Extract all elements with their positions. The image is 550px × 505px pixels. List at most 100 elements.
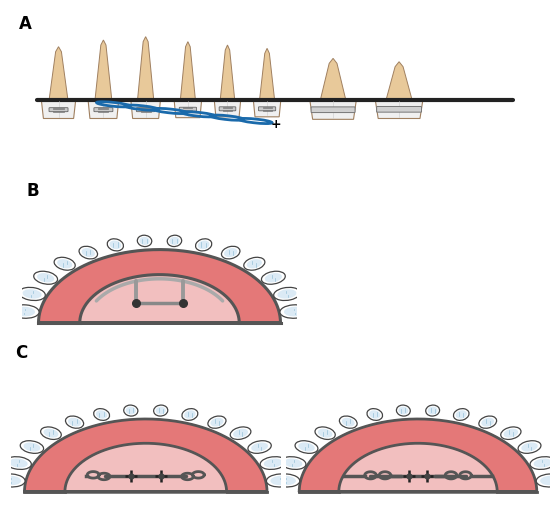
FancyBboxPatch shape bbox=[98, 112, 108, 113]
Ellipse shape bbox=[43, 429, 58, 438]
Polygon shape bbox=[320, 59, 346, 101]
Polygon shape bbox=[339, 443, 497, 492]
FancyBboxPatch shape bbox=[179, 108, 196, 112]
Ellipse shape bbox=[247, 260, 262, 269]
Polygon shape bbox=[220, 46, 235, 101]
Text: B: B bbox=[26, 182, 39, 199]
Polygon shape bbox=[254, 101, 281, 118]
Ellipse shape bbox=[295, 441, 318, 453]
Ellipse shape bbox=[24, 442, 40, 451]
Ellipse shape bbox=[196, 239, 212, 251]
Ellipse shape bbox=[208, 416, 226, 428]
Ellipse shape bbox=[536, 474, 550, 487]
Ellipse shape bbox=[20, 441, 43, 453]
Ellipse shape bbox=[65, 416, 84, 428]
Ellipse shape bbox=[19, 288, 45, 301]
Ellipse shape bbox=[23, 290, 42, 299]
Ellipse shape bbox=[284, 307, 305, 317]
Polygon shape bbox=[174, 101, 202, 118]
Ellipse shape bbox=[126, 407, 136, 415]
Ellipse shape bbox=[261, 272, 285, 285]
Text: A: A bbox=[19, 15, 32, 33]
Ellipse shape bbox=[530, 457, 550, 470]
FancyBboxPatch shape bbox=[98, 108, 108, 109]
FancyBboxPatch shape bbox=[262, 111, 272, 112]
Ellipse shape bbox=[81, 248, 95, 258]
Polygon shape bbox=[299, 419, 537, 492]
Ellipse shape bbox=[397, 406, 410, 416]
FancyBboxPatch shape bbox=[53, 112, 64, 113]
Ellipse shape bbox=[398, 407, 408, 415]
Ellipse shape bbox=[534, 459, 550, 468]
Ellipse shape bbox=[540, 476, 550, 485]
Ellipse shape bbox=[211, 418, 223, 427]
Ellipse shape bbox=[276, 476, 296, 485]
Ellipse shape bbox=[6, 457, 31, 470]
Polygon shape bbox=[65, 443, 227, 492]
Ellipse shape bbox=[224, 248, 238, 258]
Ellipse shape bbox=[277, 290, 296, 299]
Ellipse shape bbox=[251, 442, 268, 451]
Ellipse shape bbox=[68, 418, 81, 427]
Ellipse shape bbox=[233, 429, 248, 438]
Ellipse shape bbox=[54, 258, 75, 271]
FancyBboxPatch shape bbox=[94, 109, 113, 113]
FancyBboxPatch shape bbox=[223, 108, 232, 109]
Ellipse shape bbox=[260, 457, 286, 470]
Ellipse shape bbox=[339, 416, 357, 428]
Ellipse shape bbox=[428, 407, 438, 415]
Polygon shape bbox=[131, 101, 161, 119]
FancyBboxPatch shape bbox=[183, 108, 192, 109]
Ellipse shape bbox=[500, 427, 521, 439]
Ellipse shape bbox=[94, 409, 109, 421]
FancyBboxPatch shape bbox=[141, 108, 151, 109]
Polygon shape bbox=[41, 101, 76, 119]
Ellipse shape bbox=[0, 474, 25, 487]
Ellipse shape bbox=[455, 411, 467, 419]
Polygon shape bbox=[80, 275, 239, 323]
Polygon shape bbox=[88, 101, 119, 119]
FancyBboxPatch shape bbox=[219, 108, 236, 112]
FancyBboxPatch shape bbox=[141, 112, 151, 113]
Ellipse shape bbox=[453, 409, 469, 421]
Ellipse shape bbox=[96, 411, 107, 419]
Polygon shape bbox=[214, 101, 241, 118]
FancyBboxPatch shape bbox=[53, 108, 64, 109]
Ellipse shape bbox=[222, 247, 240, 260]
Ellipse shape bbox=[153, 406, 168, 416]
Polygon shape bbox=[39, 250, 280, 323]
Polygon shape bbox=[138, 37, 154, 101]
Polygon shape bbox=[95, 41, 112, 101]
FancyBboxPatch shape bbox=[311, 108, 355, 113]
Ellipse shape bbox=[280, 457, 306, 470]
Polygon shape bbox=[375, 101, 423, 119]
FancyBboxPatch shape bbox=[183, 111, 192, 112]
Ellipse shape bbox=[169, 237, 180, 245]
Ellipse shape bbox=[244, 258, 265, 271]
Ellipse shape bbox=[198, 241, 210, 250]
Ellipse shape bbox=[167, 236, 182, 247]
Ellipse shape bbox=[271, 476, 290, 485]
Ellipse shape bbox=[138, 236, 152, 247]
Ellipse shape bbox=[318, 429, 332, 438]
FancyBboxPatch shape bbox=[258, 108, 276, 112]
Ellipse shape bbox=[274, 288, 300, 301]
Ellipse shape bbox=[182, 409, 198, 421]
Ellipse shape bbox=[79, 247, 97, 260]
Ellipse shape bbox=[230, 427, 251, 439]
Ellipse shape bbox=[37, 274, 54, 283]
Ellipse shape bbox=[265, 274, 282, 283]
Ellipse shape bbox=[57, 260, 72, 269]
Text: C: C bbox=[15, 343, 28, 361]
Ellipse shape bbox=[481, 418, 494, 427]
Ellipse shape bbox=[248, 441, 271, 453]
Text: +: + bbox=[271, 118, 282, 131]
Ellipse shape bbox=[1, 476, 21, 485]
Ellipse shape bbox=[504, 429, 518, 438]
FancyBboxPatch shape bbox=[223, 111, 232, 112]
Ellipse shape bbox=[266, 474, 295, 487]
FancyBboxPatch shape bbox=[136, 109, 155, 113]
Polygon shape bbox=[25, 419, 267, 492]
Ellipse shape bbox=[184, 411, 196, 419]
Ellipse shape bbox=[342, 418, 355, 427]
